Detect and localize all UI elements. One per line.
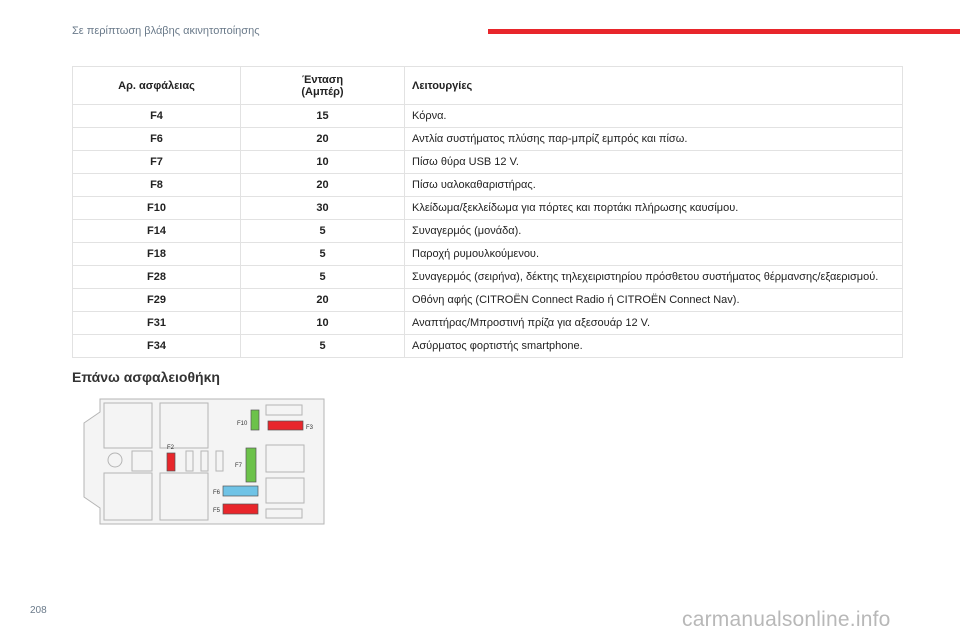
table-row: F31 10 Αναπτήρας/Μπροστινή πρίζα για αξεσο… [72, 311, 903, 335]
page-number: 208 [30, 605, 47, 616]
amps-cell: 5 [240, 334, 405, 358]
header-fuse-number: Αρ. ασφάλειας [72, 66, 241, 105]
fuse-cell: F10 [72, 196, 241, 220]
function-cell: Αναπτήρας/Μπροστινή πρίζα για αξεσουάρ 1… [404, 311, 903, 335]
table-row: F10 30 Κλείδωμα/ξεκλείδωμα για πόρτες και … [72, 196, 903, 220]
function-cell: Παροχή ρυμουλκούμενου. [404, 242, 903, 266]
section-title-upper-fusebox: Επάνω ασφαλειοθήκη [72, 369, 220, 385]
function-cell: Κλείδωμα/ξεκλείδωμα για πόρτες και πορτά… [404, 196, 903, 220]
fuse-f7 [245, 447, 257, 483]
table-row: F18 5 Παροχή ρυμουλκούμενου. [72, 242, 903, 266]
relay-slot [265, 444, 305, 473]
header-amperage-line1: Ένταση [301, 73, 344, 86]
watermark: carmanualsonline.info [682, 608, 891, 631]
function-cell: Συναγερμός (μονάδα). [404, 219, 903, 243]
fuse-cell: F14 [72, 219, 241, 243]
fuse-table: Αρ. ασφάλειας Ένταση (Αμπέρ) Λειτουργίες… [72, 66, 903, 358]
fuse-cell: F4 [72, 104, 241, 128]
fuse-cell: F8 [72, 173, 241, 197]
fuse-cell: F7 [72, 150, 241, 174]
amps-cell: 30 [240, 196, 405, 220]
function-cell: Οθόνη αφής (CITROËN Connect Radio ή CITR… [404, 288, 903, 312]
amps-cell: 15 [240, 104, 405, 128]
amps-cell: 10 [240, 311, 405, 335]
label-f7: F7 [235, 463, 243, 469]
fuse-f6 [222, 485, 259, 497]
page-header: Σε περίπτωση βλάβης ακινητοποίησης [72, 25, 260, 37]
fuse-slot [265, 404, 303, 416]
amps-cell: 20 [240, 173, 405, 197]
fusebox-diagram: F10 F3 F2 F7 F6 F5 [83, 398, 325, 525]
table-row: F8 20 Πίσω υαλοκαθαριστήρας. [72, 173, 903, 197]
fuse-f3 [267, 420, 304, 431]
relay-block [159, 402, 209, 449]
function-cell: Κόρνα. [404, 104, 903, 128]
table-row: F7 10 Πίσω θύρα USB 12 V. [72, 150, 903, 174]
table-row: F28 5 Συναγερμός (σειρήνα), δέκτης τηλεχει… [72, 265, 903, 289]
table-row: F6 20 Αντλία συστήματος πλύσης παρ-μπρίζ ε… [72, 127, 903, 151]
relay-slot [265, 477, 305, 504]
function-cell: Συναγερμός (σειρήνα), δέκτης τηλεχειριστ… [404, 265, 903, 289]
fuse-cell: F18 [72, 242, 241, 266]
fuse-f10 [250, 409, 260, 431]
function-cell: Πίσω υαλοκαθαριστήρας. [404, 173, 903, 197]
amps-cell: 10 [240, 150, 405, 174]
label-f6: F6 [213, 490, 221, 496]
relay-block [103, 472, 153, 521]
table-row: F14 5 Συναγερμός (μονάδα). [72, 219, 903, 243]
relay-slot [131, 450, 153, 472]
amps-cell: 5 [240, 265, 405, 289]
relay-block [159, 472, 209, 521]
table-row: F34 5 Ασύρματος φορτιστής smartphone. [72, 334, 903, 358]
table-header-row: Αρ. ασφάλειας Ένταση (Αμπέρ) Λειτουργίες [72, 66, 903, 105]
amps-cell: 5 [240, 242, 405, 266]
fixing-hole [107, 452, 123, 468]
fuse-cell: F6 [72, 127, 241, 151]
table-row: F29 20 Οθόνη αφής (CITROËN Connect Radio ή… [72, 288, 903, 312]
function-cell: Πίσω θύρα USB 12 V. [404, 150, 903, 174]
table-row: F4 15 Κόρνα. [72, 104, 903, 128]
amps-cell: 5 [240, 219, 405, 243]
amps-cell: 20 [240, 127, 405, 151]
label-f5: F5 [213, 508, 221, 514]
fuse-slot [200, 450, 209, 472]
label-f10: F10 [237, 421, 248, 427]
header-amperage: Ένταση (Αμπέρ) [240, 66, 405, 105]
amps-cell: 20 [240, 288, 405, 312]
relay-block [103, 402, 153, 449]
fuse-slot [215, 450, 224, 472]
fuse-slot [185, 450, 194, 472]
fuse-cell: F28 [72, 265, 241, 289]
label-f3: F3 [306, 425, 314, 431]
header-amperage-line2: (Αμπέρ) [301, 85, 344, 98]
fuse-f5 [222, 503, 259, 515]
header-accent-bar [488, 29, 960, 34]
function-cell: Ασύρματος φορτιστής smartphone. [404, 334, 903, 358]
fuse-cell: F29 [72, 288, 241, 312]
fuse-cell: F31 [72, 311, 241, 335]
fuse-f2 [166, 452, 176, 472]
function-cell: Αντλία συστήματος πλύσης παρ-μπρίζ εμπρό… [404, 127, 903, 151]
label-f2: F2 [167, 445, 175, 451]
header-functions: Λειτουργίες [404, 66, 903, 105]
fuse-slot [265, 508, 303, 519]
fuse-cell: F34 [72, 334, 241, 358]
